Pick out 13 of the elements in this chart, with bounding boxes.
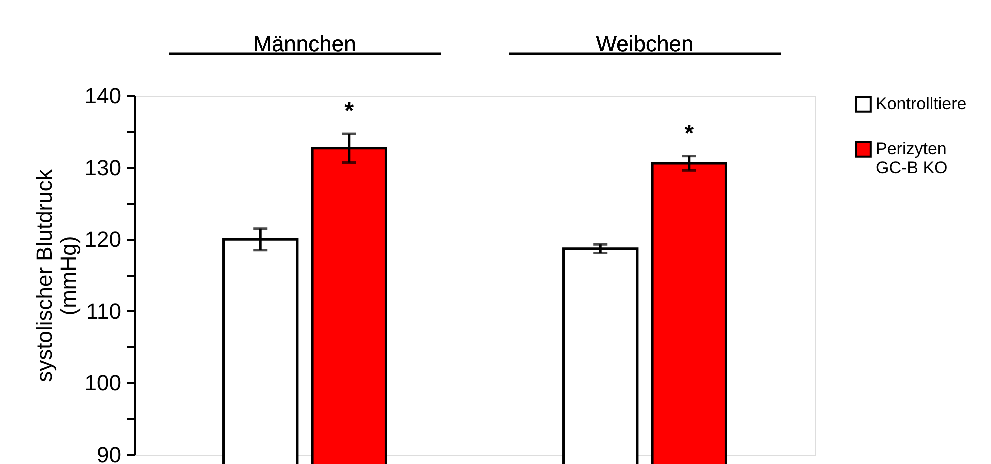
y-axis-title: systolischer Blutdruck (mmHg) [32, 168, 81, 382]
y-tick-label: 140 [84, 84, 122, 108]
legend-label: Kontrolltiere [876, 94, 967, 114]
annotation: * [344, 98, 355, 126]
y-tick-label: 130 [84, 155, 122, 180]
x-tick-label: Männchen [254, 32, 356, 56]
x-tick-label: Weibchen [596, 32, 694, 56]
y-tick-label: 120 [84, 227, 122, 252]
y-tick-label: 110 [86, 298, 122, 324]
legend-label: Perizyten GC-B KO [876, 140, 948, 178]
y-tick-label: 100 [84, 370, 122, 396]
y-tick-label: 90 [97, 442, 122, 464]
annotation: * [684, 120, 695, 148]
